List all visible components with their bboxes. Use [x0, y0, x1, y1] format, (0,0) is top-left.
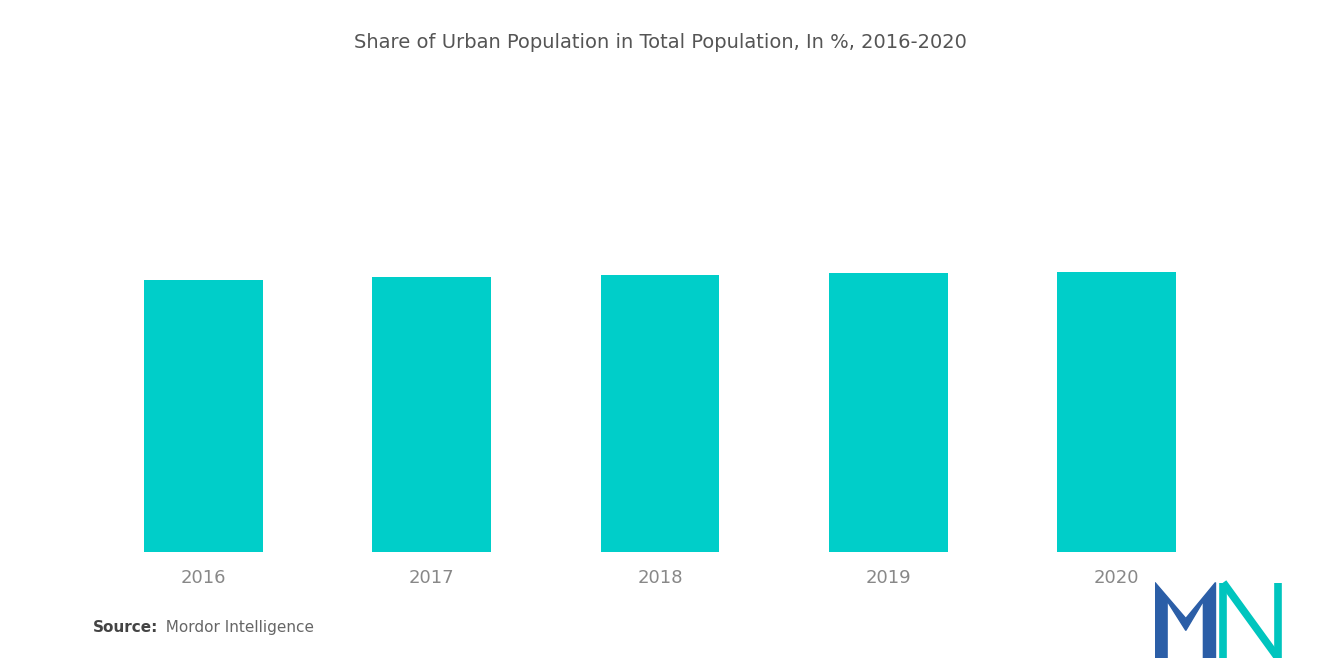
Polygon shape [1155, 583, 1216, 658]
Text: Source:: Source: [92, 620, 158, 635]
Bar [601, 275, 719, 552]
Bar [1057, 272, 1176, 552]
Bar [144, 280, 263, 552]
Bar [829, 273, 948, 552]
Text: Mordor Intelligence: Mordor Intelligence [156, 620, 314, 635]
Bar [372, 277, 491, 552]
Text: Share of Urban Population in Total Population, In %, 2016-2020: Share of Urban Population in Total Popul… [354, 33, 966, 53]
